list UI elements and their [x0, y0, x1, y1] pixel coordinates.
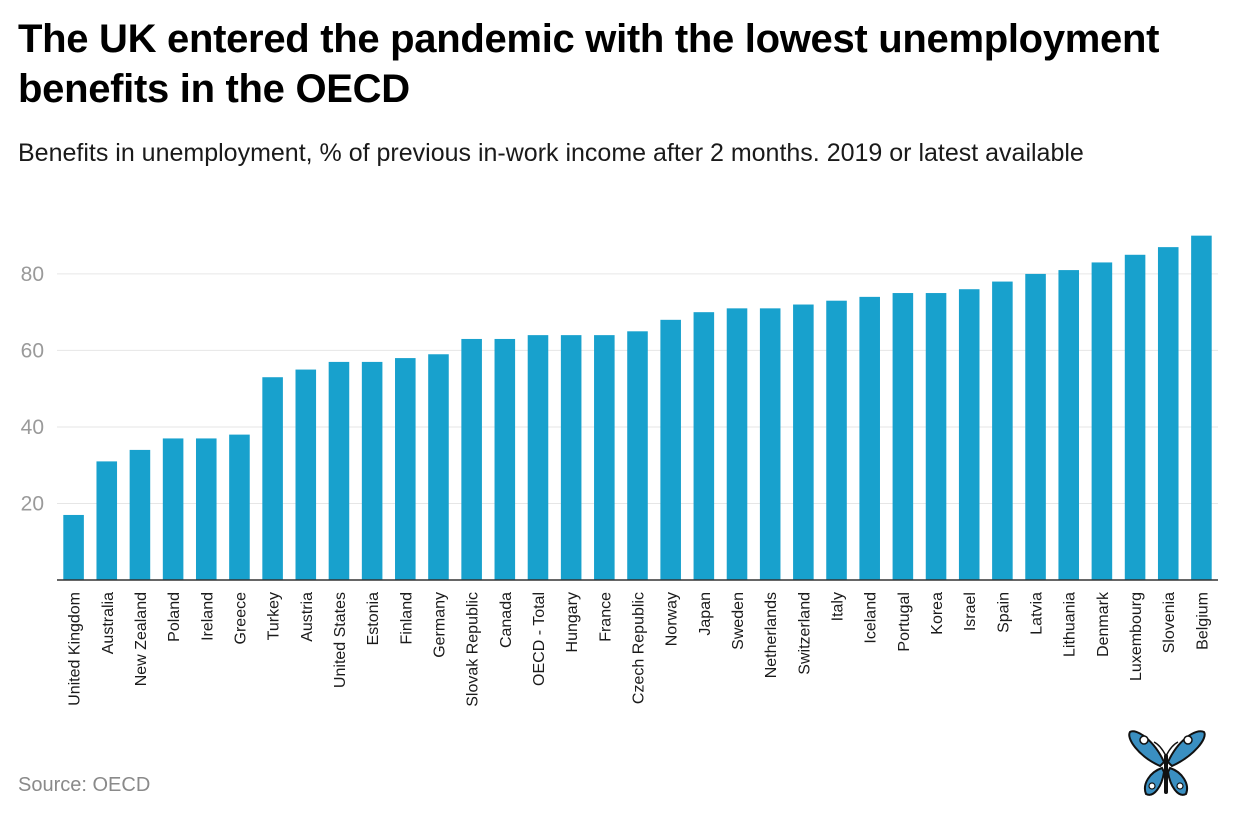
- bar: [295, 369, 317, 580]
- x-tick-label: Belgium: [1194, 592, 1211, 650]
- x-tick-label: Japan: [697, 592, 714, 636]
- bar: [262, 377, 283, 580]
- x-tick-label: Latvia: [1029, 592, 1046, 635]
- bar: [461, 338, 482, 580]
- x-tick-label: Finland: [398, 592, 415, 644]
- x-tick-label: Canada: [498, 592, 515, 648]
- source-note: Source: OECD: [18, 774, 151, 796]
- x-tick-label: Lithuania: [1062, 592, 1079, 657]
- bar: [925, 293, 947, 580]
- bar: [162, 438, 184, 580]
- bar: [693, 312, 715, 580]
- x-tick-label: Estonia: [365, 592, 382, 645]
- bar: [1124, 254, 1146, 581]
- bar: [361, 361, 383, 580]
- bar: [96, 461, 118, 580]
- bar: [1025, 273, 1046, 580]
- bar: [1058, 270, 1080, 580]
- butterfly-logo-icon: [1128, 730, 1206, 796]
- y-tick-label: 60: [21, 339, 44, 362]
- y-tick-label: 20: [21, 492, 44, 515]
- x-tick-label: OECD - Total: [531, 592, 548, 686]
- bar: [494, 338, 516, 580]
- x-tick-label: Denmark: [1095, 591, 1112, 657]
- y-tick-label: 80: [21, 263, 44, 286]
- x-tick-label: United States: [332, 592, 349, 688]
- y-axis-ticks: 20 40 60 80: [21, 263, 44, 516]
- x-tick-label: Turkey: [266, 592, 283, 640]
- bar: [229, 434, 250, 580]
- bars: [63, 235, 1212, 581]
- x-tick-label: Slovak Republic: [465, 592, 482, 707]
- x-tick-label: Israel: [962, 592, 979, 631]
- x-tick-label: Norway: [664, 592, 681, 646]
- bar: [129, 449, 151, 580]
- bar: [1091, 262, 1113, 580]
- x-tick-label: Portugal: [896, 592, 913, 652]
- x-tick-label: Spain: [995, 592, 1012, 633]
- bar: [660, 319, 681, 580]
- bar: [328, 361, 350, 580]
- bar: [428, 354, 449, 580]
- chart-subtitle: Benefits in unemployment, % of previous …: [18, 139, 1084, 167]
- x-tick-label: Luxembourg: [1128, 592, 1145, 681]
- x-axis-labels: United Kingdom Australia New Zealand Poland…: [67, 591, 1212, 707]
- x-tick-label: Netherlands: [763, 592, 780, 678]
- x-tick-label: Germany: [431, 592, 448, 658]
- x-tick-label: Austria: [299, 592, 316, 642]
- chart-title: The UK entered the pandemic with the low…: [18, 17, 1160, 111]
- bar: [1191, 235, 1212, 581]
- bar: [859, 296, 880, 580]
- bar: [1157, 247, 1179, 580]
- x-tick-label: France: [597, 592, 614, 642]
- bar: [759, 308, 781, 580]
- x-tick-label: Hungary: [564, 592, 581, 652]
- y-tick-label: 40: [21, 416, 44, 439]
- x-tick-label: Sweden: [730, 592, 747, 650]
- bar: [627, 331, 648, 580]
- bar: [594, 335, 615, 580]
- x-tick-label: Iceland: [863, 592, 880, 644]
- bar: [826, 300, 847, 580]
- bar: [892, 293, 914, 580]
- bar: [560, 335, 582, 580]
- x-tick-label: Greece: [232, 592, 249, 645]
- x-tick-label: Korea: [929, 592, 946, 635]
- bar: [958, 289, 980, 580]
- bar: [726, 308, 748, 580]
- bar: [992, 281, 1013, 580]
- bar: [527, 335, 549, 580]
- x-tick-label: Ireland: [199, 592, 216, 641]
- x-tick-label: Poland: [166, 592, 183, 642]
- x-tick-label: Slovenia: [1161, 592, 1178, 653]
- bar: [195, 438, 217, 580]
- x-tick-label: Australia: [100, 592, 117, 654]
- x-tick-label: United Kingdom: [67, 592, 84, 706]
- x-tick-label: Switzerland: [796, 592, 813, 675]
- x-tick-label: Italy: [830, 592, 847, 621]
- x-tick-label: Czech Republic: [631, 592, 648, 704]
- bar: [793, 304, 814, 580]
- x-tick-label: New Zealand: [133, 592, 150, 686]
- bar: [395, 358, 416, 580]
- bar: [63, 514, 84, 580]
